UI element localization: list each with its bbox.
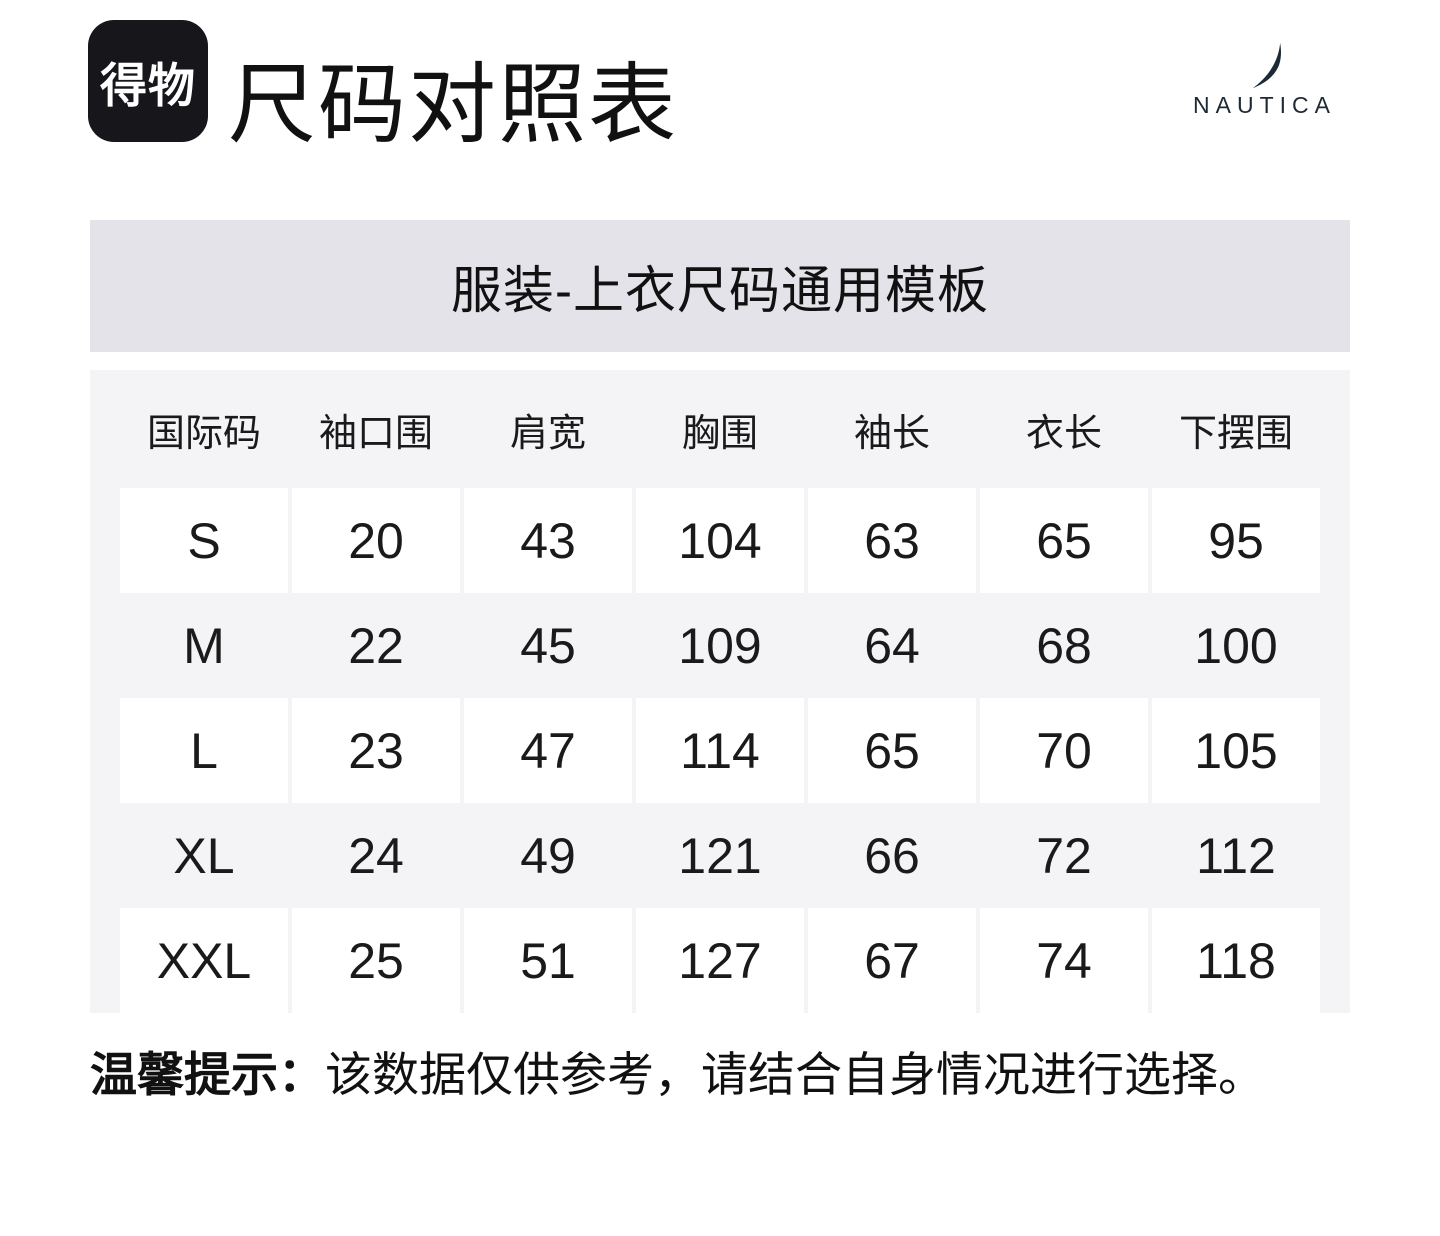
size-cell: XXL	[120, 908, 288, 1013]
table-row: S 20 43 104 63 65 95	[120, 488, 1320, 593]
size-cell: L	[120, 698, 288, 803]
table-row: L 23 47 114 65 70 105	[120, 698, 1320, 803]
column-header: 袖长	[853, 412, 930, 455]
dewu-logo-text: 得物	[100, 58, 196, 112]
template-banner: 服装-上衣尺码通用模板	[90, 220, 1350, 352]
value-cell: 121	[678, 827, 762, 884]
notice-text: 该数据仅供参考，请结合自身情况进行选择。	[325, 1048, 1265, 1101]
sail-icon	[1252, 42, 1281, 89]
value-cell: 100	[1194, 617, 1278, 674]
value-cell: 22	[348, 617, 404, 674]
column-header: 肩宽	[509, 412, 586, 455]
size-cell: XL	[173, 827, 235, 884]
value-cell: 118	[1152, 908, 1320, 1013]
column-header: 国际码	[146, 412, 261, 455]
value-cell: 63	[808, 488, 976, 593]
value-cell: 51	[464, 908, 632, 1013]
value-cell: 49	[520, 827, 576, 884]
table-row: XXL 25 51 127 67 74 118	[120, 908, 1320, 1013]
value-cell: 20	[292, 488, 460, 593]
column-header: 袖口围	[318, 412, 433, 455]
table-row: M 22 45 109 64 68 100	[120, 593, 1320, 698]
value-cell: 23	[292, 698, 460, 803]
dewu-logo: 得物	[88, 20, 208, 142]
column-header: 下摆围	[1178, 412, 1293, 455]
value-cell: 64	[864, 617, 920, 674]
value-cell: 70	[980, 698, 1148, 803]
value-cell: 24	[348, 827, 404, 884]
notice-label: 温馨提示：	[90, 1048, 325, 1101]
value-cell: 104	[636, 488, 804, 593]
template-banner-title: 服装-上衣尺码通用模板	[451, 262, 989, 319]
value-cell: 65	[980, 488, 1148, 593]
brand-name: NAUTICA	[1193, 92, 1336, 118]
value-cell: 127	[636, 908, 804, 1013]
table-header-row: 国际码 袖口围 肩宽 胸围 袖长 衣长 下摆围	[120, 370, 1320, 488]
value-cell: 43	[464, 488, 632, 593]
value-cell: 95	[1152, 488, 1320, 593]
size-cell: M	[183, 617, 225, 674]
size-cell: S	[120, 488, 288, 593]
value-cell: 74	[980, 908, 1148, 1013]
page-title: 尺码对照表	[228, 55, 679, 154]
value-cell: 25	[292, 908, 460, 1013]
column-header: 胸围	[681, 412, 758, 455]
value-cell: 66	[864, 827, 920, 884]
value-cell: 67	[808, 908, 976, 1013]
value-cell: 68	[1036, 617, 1092, 674]
value-cell: 112	[1196, 827, 1276, 884]
value-cell: 114	[636, 698, 804, 803]
table-row: XL 24 49 121 66 72 112	[120, 803, 1320, 908]
value-cell: 105	[1152, 698, 1320, 803]
notice: 温馨提示：该数据仅供参考，请结合自身情况进行选择。	[90, 1036, 1380, 1105]
brand-logo: NAUTICA	[1193, 42, 1330, 119]
value-cell: 45	[520, 617, 576, 674]
value-cell: 72	[1036, 827, 1092, 884]
page-header: 得物 尺码对照表 NAUTICA	[88, 20, 1330, 154]
size-table: 国际码 袖口围 肩宽 胸围 袖长 衣长 下摆围 S 20 43 104 63 6…	[90, 370, 1350, 1013]
column-header: 衣长	[1025, 412, 1102, 455]
value-cell: 65	[808, 698, 976, 803]
value-cell: 109	[678, 617, 762, 674]
value-cell: 47	[464, 698, 632, 803]
